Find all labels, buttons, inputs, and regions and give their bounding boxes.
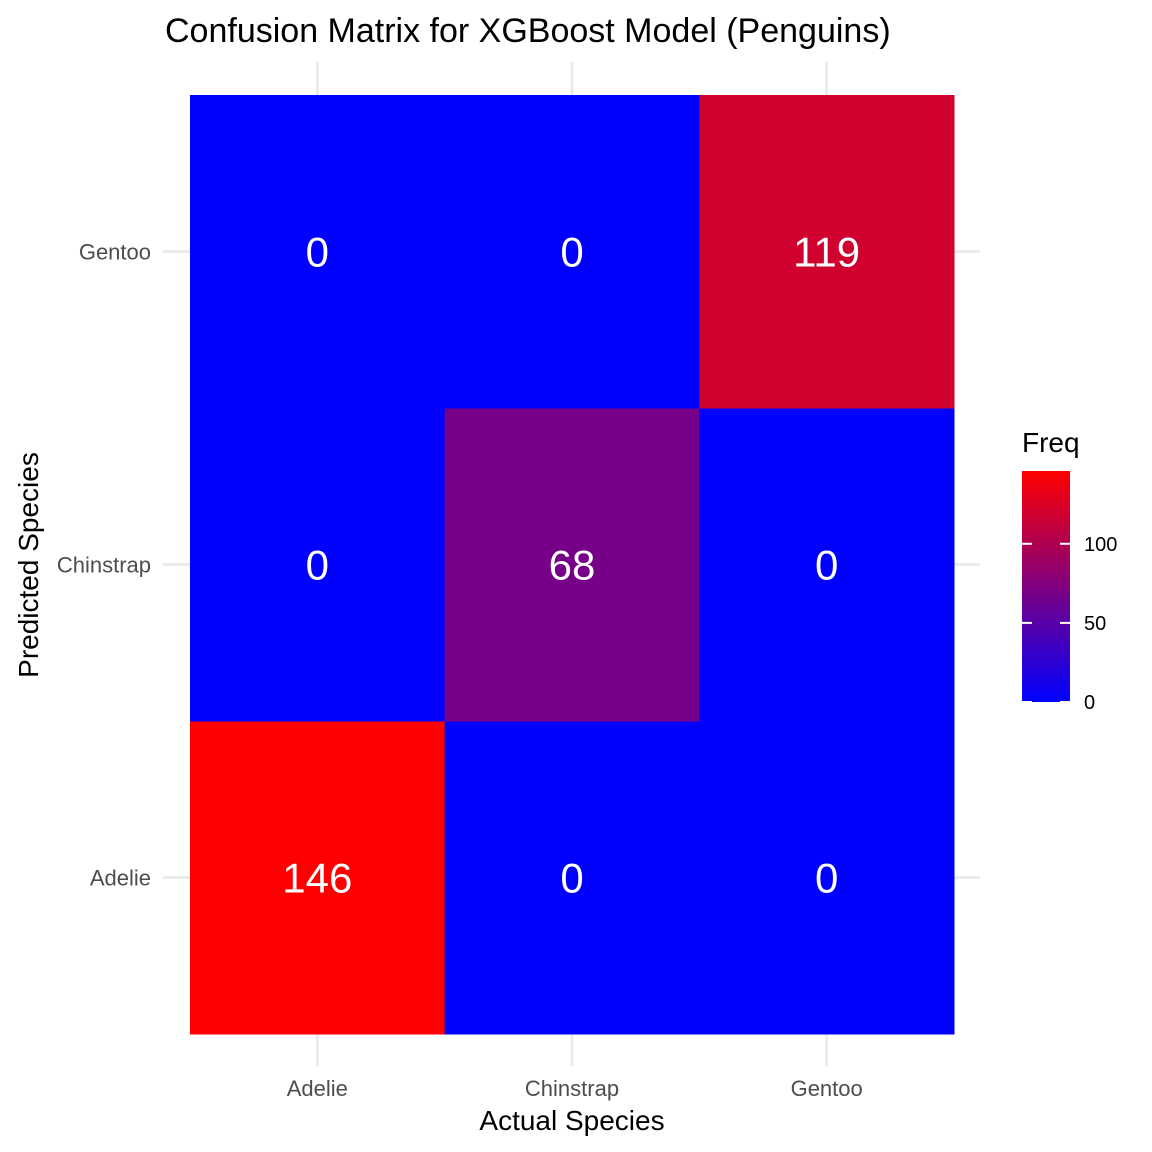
heatmap-cell (444, 408, 700, 722)
heatmap-cell (190, 721, 446, 1035)
cell-value-label: 0 (306, 542, 329, 589)
heatmap-cell (699, 95, 955, 409)
cell-value-label: 0 (815, 855, 838, 902)
heatmap-cell (190, 408, 446, 722)
y-tick-label: Chinstrap (57, 553, 151, 578)
legend-colorbar (1022, 471, 1070, 702)
legend-title: Freq (1022, 427, 1080, 458)
y-tick-label: Adelie (90, 866, 151, 891)
cell-value-label: 119 (793, 229, 860, 276)
heatmap-cell (190, 95, 446, 409)
y-tick-label: Gentoo (79, 240, 151, 265)
cell-value-label: 68 (549, 542, 596, 589)
legend-tick-label: 0 (1084, 692, 1095, 714)
cell-value-label: 0 (815, 542, 838, 589)
x-tick-label: Adelie (287, 1076, 348, 1101)
x-axis-title: Actual Species (479, 1105, 664, 1136)
heatmap-cell (444, 721, 700, 1035)
legend-ticks: 0 50 100 (1022, 534, 1117, 714)
legend-tick-label: 100 (1084, 534, 1117, 556)
legend: Freq 0 50 100 (1022, 427, 1117, 714)
x-axis-tick-labels: Adelie Chinstrap Gentoo (287, 1076, 863, 1101)
y-axis-title: Predicted Species (13, 452, 44, 678)
x-tick-label: Chinstrap (525, 1076, 619, 1101)
cell-value-label: 146 (282, 855, 352, 902)
heatmap-cell (444, 95, 700, 409)
cell-value-label: 0 (306, 229, 329, 276)
x-tick-label: Gentoo (791, 1076, 863, 1101)
legend-tick-label: 50 (1084, 613, 1106, 635)
heatmap-cell (699, 408, 955, 722)
heatmap-cell (699, 721, 955, 1035)
cell-value-labels: 146 0 0 0 68 0 0 0 119 (282, 229, 860, 902)
heatmap-cells (190, 95, 955, 1035)
y-axis-tick-labels: Adelie Chinstrap Gentoo (57, 240, 151, 891)
chart-title: Confusion Matrix for XGBoost Model (Peng… (165, 12, 891, 50)
cell-value-label: 0 (560, 229, 583, 276)
cell-value-label: 0 (560, 855, 583, 902)
